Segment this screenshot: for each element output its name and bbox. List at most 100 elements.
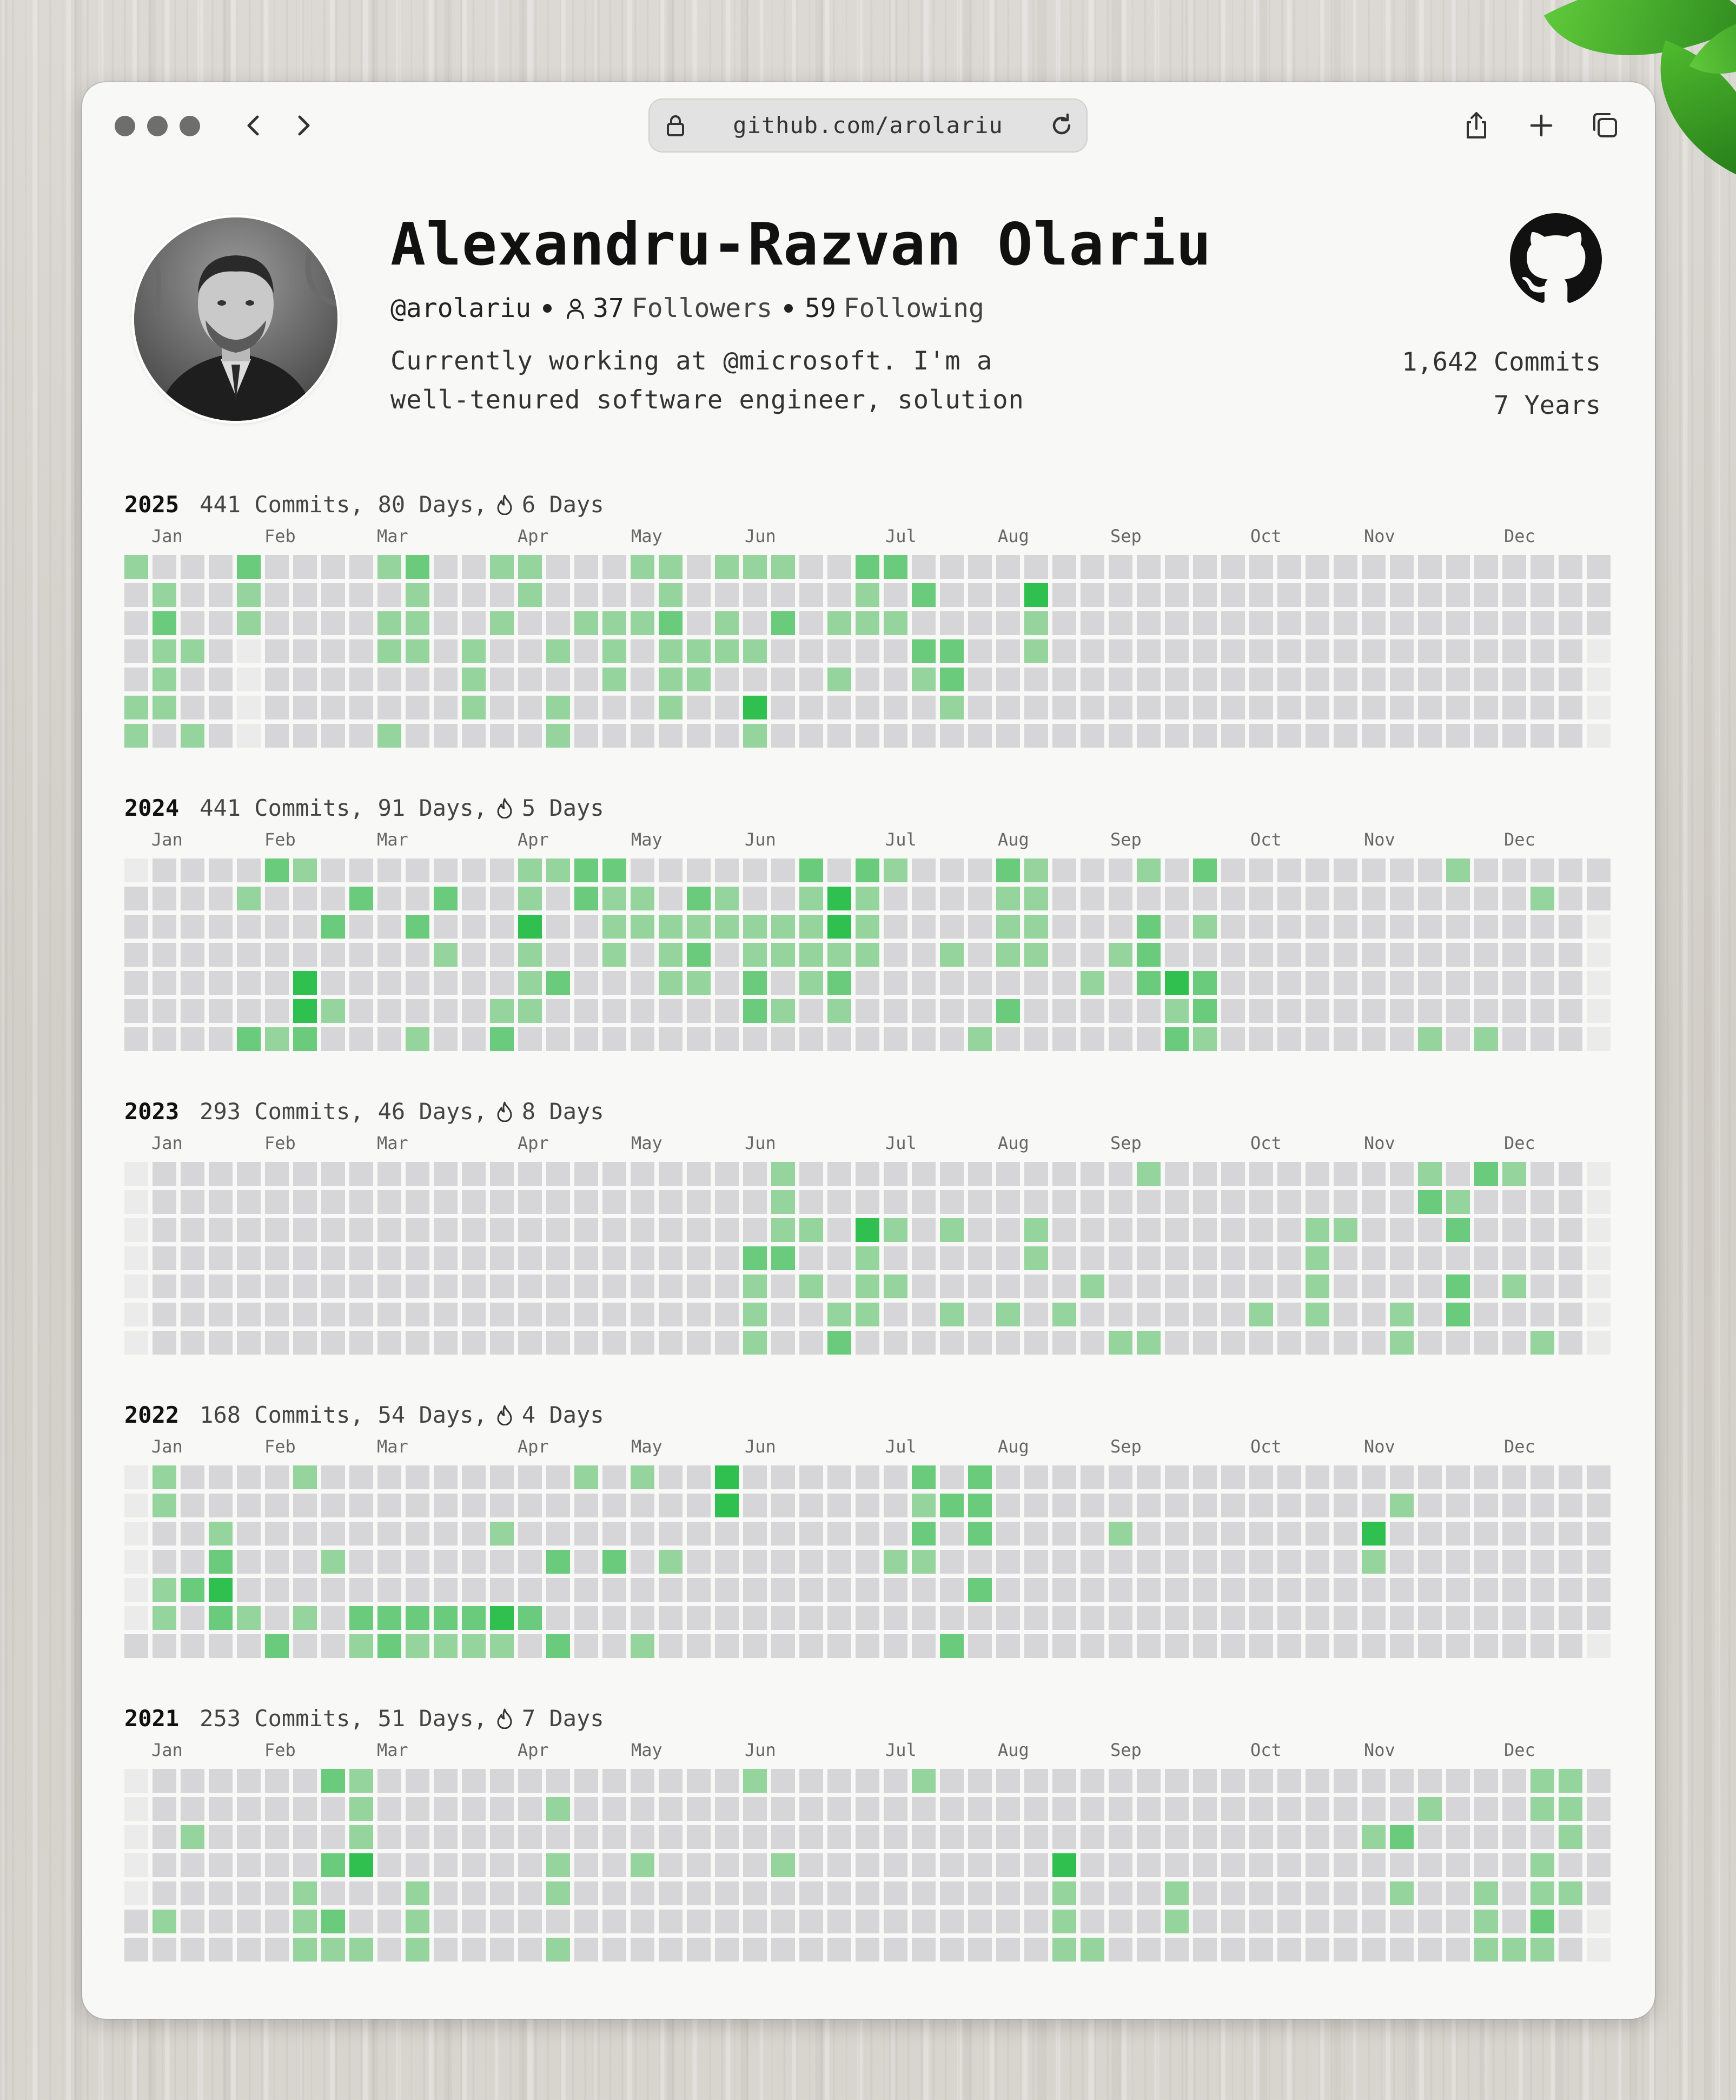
contribution-day-cell[interactable] <box>602 668 626 691</box>
new-tab-plus-icon[interactable] <box>1525 109 1558 142</box>
contribution-day-cell[interactable] <box>1277 971 1301 995</box>
contribution-day-cell[interactable] <box>1446 1027 1470 1051</box>
contribution-day-cell[interactable] <box>377 1853 401 1877</box>
contribution-day-cell[interactable] <box>631 1606 654 1630</box>
contribution-day-cell[interactable] <box>1024 1190 1048 1214</box>
contribution-day-cell[interactable] <box>912 915 936 939</box>
contribution-day-cell[interactable] <box>518 1190 542 1214</box>
contribution-day-cell[interactable] <box>321 943 345 967</box>
contribution-day-cell[interactable] <box>743 1606 767 1630</box>
contribution-day-cell[interactable] <box>321 583 345 607</box>
contribution-day-cell[interactable] <box>1390 887 1414 910</box>
contribution-day-cell[interactable] <box>1137 1522 1161 1546</box>
contribution-day-cell[interactable] <box>1530 1578 1554 1602</box>
contribution-day-cell[interactable] <box>546 1465 570 1489</box>
contribution-day-cell[interactable] <box>265 1331 289 1355</box>
contribution-day-cell[interactable] <box>265 1825 289 1849</box>
contribution-day-cell[interactable] <box>1559 1331 1582 1355</box>
contribution-day-cell[interactable] <box>209 611 233 635</box>
contribution-day-cell[interactable] <box>940 1853 964 1877</box>
contribution-day-cell[interactable] <box>968 887 992 910</box>
contribution-day-cell[interactable] <box>659 1274 683 1298</box>
contribution-day-cell[interactable] <box>574 1465 598 1489</box>
contribution-day-cell[interactable] <box>1502 887 1526 910</box>
contribution-day-cell[interactable] <box>237 943 261 967</box>
contribution-day-cell[interactable] <box>1165 859 1189 882</box>
contribution-day-cell[interactable] <box>1587 859 1611 882</box>
contribution-day-cell[interactable] <box>1334 1190 1357 1214</box>
contribution-day-cell[interactable] <box>912 1246 936 1270</box>
contribution-day-cell[interactable] <box>153 611 176 635</box>
contribution-day-cell[interactable] <box>1024 1027 1048 1051</box>
contribution-day-cell[interactable] <box>1530 859 1554 882</box>
contribution-day-cell[interactable] <box>743 915 767 939</box>
contribution-day-cell[interactable] <box>237 971 261 995</box>
contribution-day-cell[interactable] <box>1474 1494 1498 1517</box>
contribution-day-cell[interactable] <box>574 1550 598 1574</box>
contribution-day-cell[interactable] <box>1418 1634 1442 1658</box>
contribution-day-cell[interactable] <box>321 1218 345 1242</box>
contribution-day-cell[interactable] <box>1221 943 1245 967</box>
contribution-day-cell[interactable] <box>490 1465 514 1489</box>
contribution-day-cell[interactable] <box>1587 943 1611 967</box>
contribution-day-cell[interactable] <box>996 1938 1020 1962</box>
contribution-day-cell[interactable] <box>434 1634 458 1658</box>
contribution-day-cell[interactable] <box>1334 1634 1357 1658</box>
contribution-day-cell[interactable] <box>631 1494 654 1517</box>
contribution-day-cell[interactable] <box>1502 971 1526 995</box>
contribution-day-cell[interactable] <box>406 915 429 939</box>
contribution-day-cell[interactable] <box>377 887 401 910</box>
contribution-day-cell[interactable] <box>1587 915 1611 939</box>
contribution-day-cell[interactable] <box>715 1331 739 1355</box>
contribution-day-cell[interactable] <box>237 611 261 635</box>
contribution-day-cell[interactable] <box>659 639 683 663</box>
contribution-day-cell[interactable] <box>1052 915 1076 939</box>
contribution-day-cell[interactable] <box>1587 1797 1611 1821</box>
contribution-day-cell[interactable] <box>434 696 458 719</box>
contribution-day-cell[interactable] <box>434 1825 458 1849</box>
contribution-day-cell[interactable] <box>321 1027 345 1051</box>
contribution-day-cell[interactable] <box>827 1910 851 1933</box>
contribution-day-cell[interactable] <box>827 1331 851 1355</box>
contribution-day-cell[interactable] <box>1559 1494 1582 1517</box>
contribution-day-cell[interactable] <box>659 1769 683 1793</box>
contribution-day-cell[interactable] <box>659 1634 683 1658</box>
contribution-day-cell[interactable] <box>377 1825 401 1849</box>
contribution-day-cell[interactable] <box>968 1606 992 1630</box>
contribution-day-cell[interactable] <box>1306 611 1329 635</box>
contribution-day-cell[interactable] <box>968 1162 992 1186</box>
contribution-day-cell[interactable] <box>1390 859 1414 882</box>
contribution-day-cell[interactable] <box>743 724 767 748</box>
contribution-day-cell[interactable] <box>265 1578 289 1602</box>
contribution-day-cell[interactable] <box>856 1769 879 1793</box>
contribution-day-cell[interactable] <box>434 887 458 910</box>
contribution-day-cell[interactable] <box>1587 1606 1611 1630</box>
contribution-day-cell[interactable] <box>1334 1494 1357 1517</box>
contribution-day-cell[interactable] <box>884 1634 907 1658</box>
contribution-day-cell[interactable] <box>153 1853 176 1877</box>
contribution-day-cell[interactable] <box>124 1522 148 1546</box>
contribution-day-cell[interactable] <box>1081 1938 1104 1962</box>
contribution-day-cell[interactable] <box>1362 1246 1386 1270</box>
contribution-day-cell[interactable] <box>1362 1218 1386 1242</box>
contribution-day-cell[interactable] <box>1052 1578 1076 1602</box>
contribution-day-cell[interactable] <box>518 1606 542 1630</box>
contribution-day-cell[interactable] <box>209 859 233 882</box>
contribution-day-cell[interactable] <box>1474 971 1498 995</box>
contribution-day-cell[interactable] <box>856 1465 879 1489</box>
contribution-day-cell[interactable] <box>996 1825 1020 1849</box>
contribution-day-cell[interactable] <box>912 1494 936 1517</box>
contribution-day-cell[interactable] <box>124 1331 148 1355</box>
contribution-day-cell[interactable] <box>1530 724 1554 748</box>
contribution-day-cell[interactable] <box>1362 1550 1386 1574</box>
contribution-day-cell[interactable] <box>153 1910 176 1933</box>
contribution-day-cell[interactable] <box>153 971 176 995</box>
contribution-day-cell[interactable] <box>799 1162 823 1186</box>
forward-arrow-icon[interactable] <box>287 109 319 142</box>
contribution-day-cell[interactable] <box>687 696 711 719</box>
contribution-day-cell[interactable] <box>153 1027 176 1051</box>
contribution-day-cell[interactable] <box>968 859 992 882</box>
contribution-day-cell[interactable] <box>181 724 204 748</box>
contribution-day-cell[interactable] <box>1024 1246 1048 1270</box>
contribution-day-cell[interactable] <box>1193 943 1217 967</box>
